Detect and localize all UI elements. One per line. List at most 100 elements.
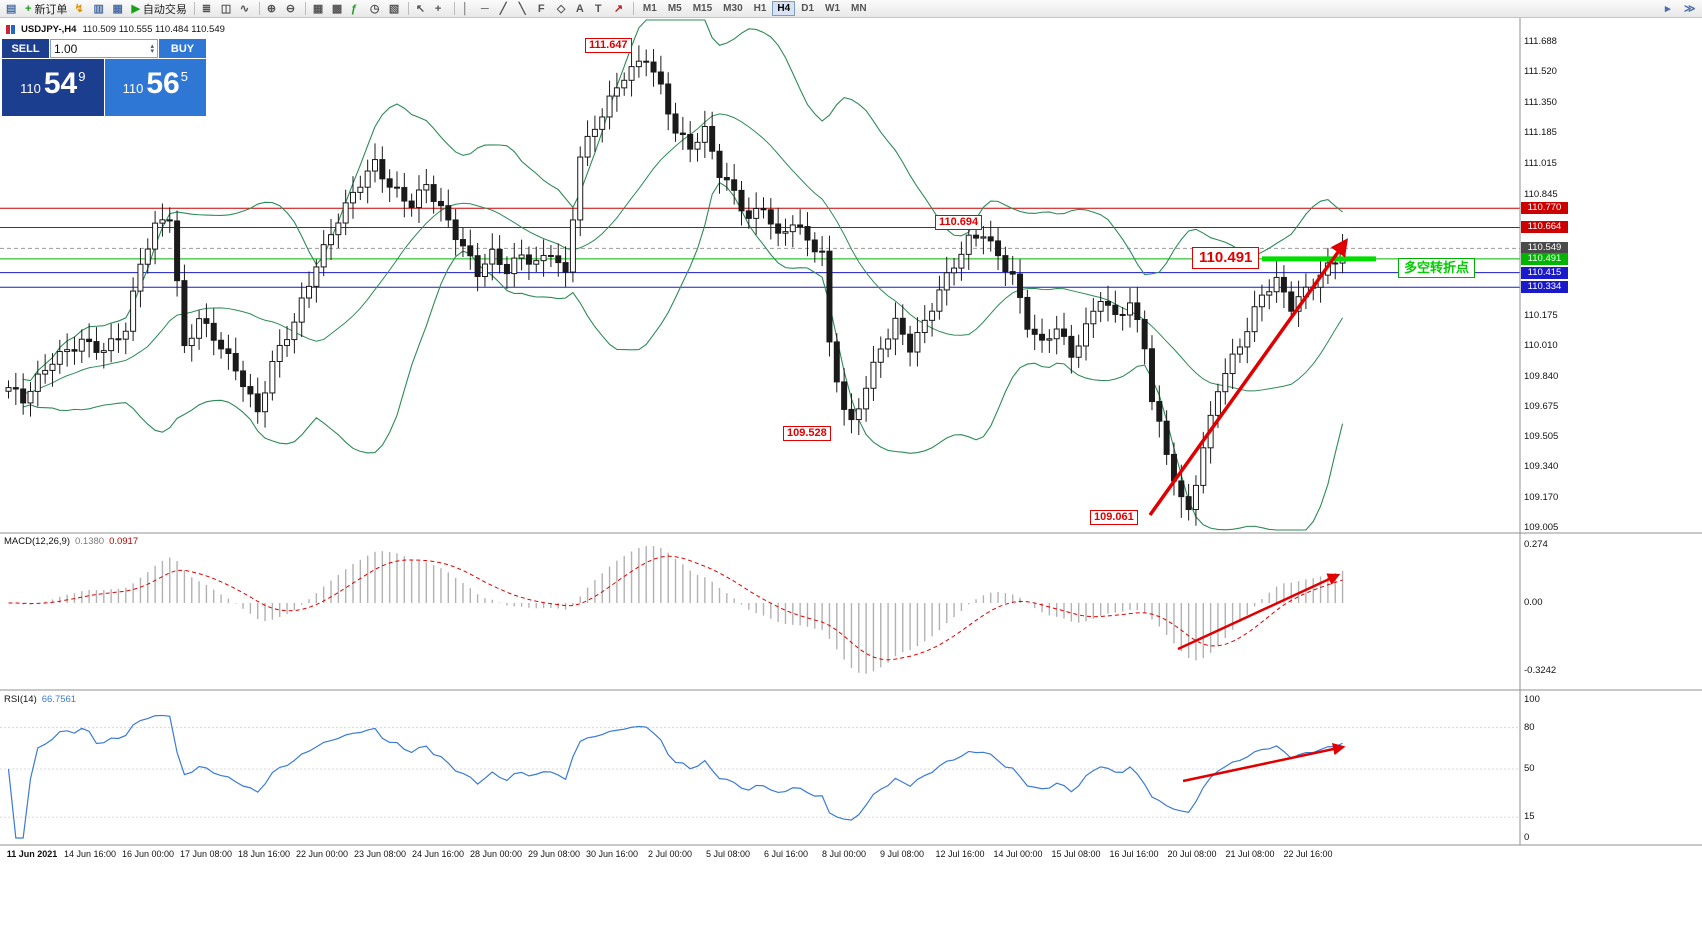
candle-body [797, 224, 804, 228]
zoom-out-icon[interactable]: ⊖ [283, 1, 301, 17]
candle-body [694, 141, 701, 150]
timeframe-mn-button[interactable]: MN [846, 1, 872, 16]
candle-body [64, 349, 71, 353]
candle-body [1178, 480, 1185, 498]
new-chart-icon[interactable]: ▤ [3, 1, 21, 17]
data-window-icon[interactable]: ▦ [109, 1, 127, 17]
label-icon[interactable]: T [592, 1, 610, 17]
cursor-icon[interactable]: ↖ [413, 1, 431, 17]
cascade-windows-icon[interactable]: ▩ [329, 1, 347, 17]
candle-body [269, 360, 276, 394]
candle-chart-mode-icon[interactable]: ◫ [218, 1, 236, 17]
candle-body [130, 290, 137, 332]
candle-body [848, 408, 855, 421]
candle-body [5, 387, 12, 392]
buy-button[interactable]: BUY [159, 39, 206, 58]
sell-price-button[interactable]: 110 54 9 [2, 59, 104, 116]
time-axis-label: 21 Jul 08:00 [1225, 849, 1275, 859]
timeframe-m5-button[interactable]: M5 [663, 1, 687, 16]
bar-chart-mode-icon[interactable]: ≣ [199, 1, 217, 17]
price-tag[interactable]: 109.061 [1090, 510, 1138, 525]
cursor-icon: ↖ [415, 2, 426, 15]
price-tag[interactable]: 111.647 [585, 38, 632, 53]
trend-arrow-main[interactable] [1148, 238, 1349, 517]
candle-chart-mode-icon: ◫ [220, 2, 232, 15]
timeframe-m30-button[interactable]: M30 [718, 1, 747, 16]
periods-icon[interactable]: ◷ [367, 1, 385, 17]
candle-body [643, 60, 650, 63]
volume-down-icon[interactable]: ▾ [150, 47, 154, 55]
candle-body [1119, 313, 1126, 316]
candle-body [42, 369, 49, 375]
line-chart-mode-icon[interactable]: ∿ [237, 1, 255, 17]
candle-body [863, 387, 870, 410]
vertical-line-icon[interactable]: │ [459, 1, 477, 17]
volume-input[interactable]: 1.00 ▴ ▾ [50, 39, 158, 58]
macd-histogram [15, 546, 1344, 674]
tile-windows-icon[interactable]: ▦ [310, 1, 328, 17]
macd-name: MACD(12,26,9) [4, 536, 70, 547]
volume-spinner[interactable]: ▴ ▾ [150, 42, 154, 55]
timeframe-w1-button[interactable]: W1 [820, 1, 845, 16]
fibonacci-icon: F [537, 2, 545, 15]
fibonacci-icon[interactable]: F [535, 1, 553, 17]
timeframe-h1-button[interactable]: H1 [749, 1, 772, 16]
indicators-icon[interactable]: ƒ [348, 1, 366, 17]
candle-body [159, 219, 166, 224]
text-icon: A [575, 2, 584, 15]
horizontal-line-icon[interactable]: ─ [478, 1, 496, 17]
trendline-icon[interactable]: ╱ [497, 1, 515, 17]
new-order-button[interactable]: + 新订单 [22, 1, 70, 17]
candle-body [122, 330, 129, 340]
auto-trading-button[interactable]: ▶ 自动交易 [128, 1, 189, 17]
arrow-tool-icon[interactable]: ↗ [611, 1, 629, 17]
trend-arrow-macd[interactable] [1177, 573, 1341, 651]
buy-price-button[interactable]: 110 56 5 [104, 59, 206, 116]
trend-arrow-rsi[interactable] [1182, 742, 1346, 783]
text-icon[interactable]: A [573, 1, 591, 17]
shapes-icon[interactable]: ◇ [554, 1, 572, 17]
candle-body [1053, 328, 1060, 340]
periods-icon: ◷ [369, 2, 380, 15]
pivot-note[interactable]: 多空转折点 [1398, 258, 1476, 278]
zoom-in-icon[interactable]: ⊕ [264, 1, 282, 17]
timeframe-d1-button[interactable]: D1 [796, 1, 819, 16]
chart-area[interactable]: USDJPY-,H4 110.509 110.555 110.484 110.5… [0, 18, 1702, 939]
lightning-icon[interactable]: ↯ [71, 1, 89, 17]
candle-body [687, 134, 694, 150]
channel-icon[interactable]: ╲ [516, 1, 534, 17]
timeframe-h4-button[interactable]: H4 [772, 1, 796, 16]
shapes-icon: ◇ [556, 2, 566, 15]
price-tag[interactable]: 110.694 [935, 215, 983, 230]
sell-button[interactable]: SELL [2, 39, 49, 58]
templates-icon[interactable]: ▧ [386, 1, 404, 17]
candle-body [775, 223, 782, 234]
candle-body [995, 240, 1002, 257]
crosshair-icon: + [434, 2, 442, 15]
candle-body [606, 95, 613, 118]
timeframe-m1-button[interactable]: M1 [638, 1, 662, 16]
auto-scroll-icon[interactable]: ≫ [1681, 1, 1699, 17]
time-axis-label: 22 Jul 16:00 [1283, 849, 1333, 859]
candle-body [1200, 447, 1207, 486]
candle-body [621, 79, 628, 89]
timeframe-m15-button[interactable]: M15 [688, 1, 717, 16]
candle-body [811, 239, 818, 253]
horizontal-level-lines[interactable] [0, 207, 1520, 288]
key-level-tag[interactable]: 110.491 [1192, 247, 1260, 269]
candle-body [1266, 291, 1273, 296]
candle-body [767, 209, 774, 225]
market-watch-icon[interactable]: ▥ [90, 1, 108, 17]
candle-body [108, 338, 115, 352]
candle-body [701, 125, 708, 143]
chart-shift-icon[interactable]: ▸ [1662, 1, 1680, 17]
price-axis-tick: 109.505 [1524, 431, 1559, 443]
crosshair-icon[interactable]: + [432, 1, 450, 17]
price-tag[interactable]: 109.528 [783, 426, 831, 441]
rsi-name: RSI(14) [4, 694, 37, 705]
candle-body [489, 248, 496, 265]
volume-up-icon[interactable]: ▴ [150, 42, 154, 50]
candle-body [738, 189, 745, 212]
price-axis-tick: 109.170 [1524, 492, 1559, 504]
candle-body [1163, 420, 1170, 455]
